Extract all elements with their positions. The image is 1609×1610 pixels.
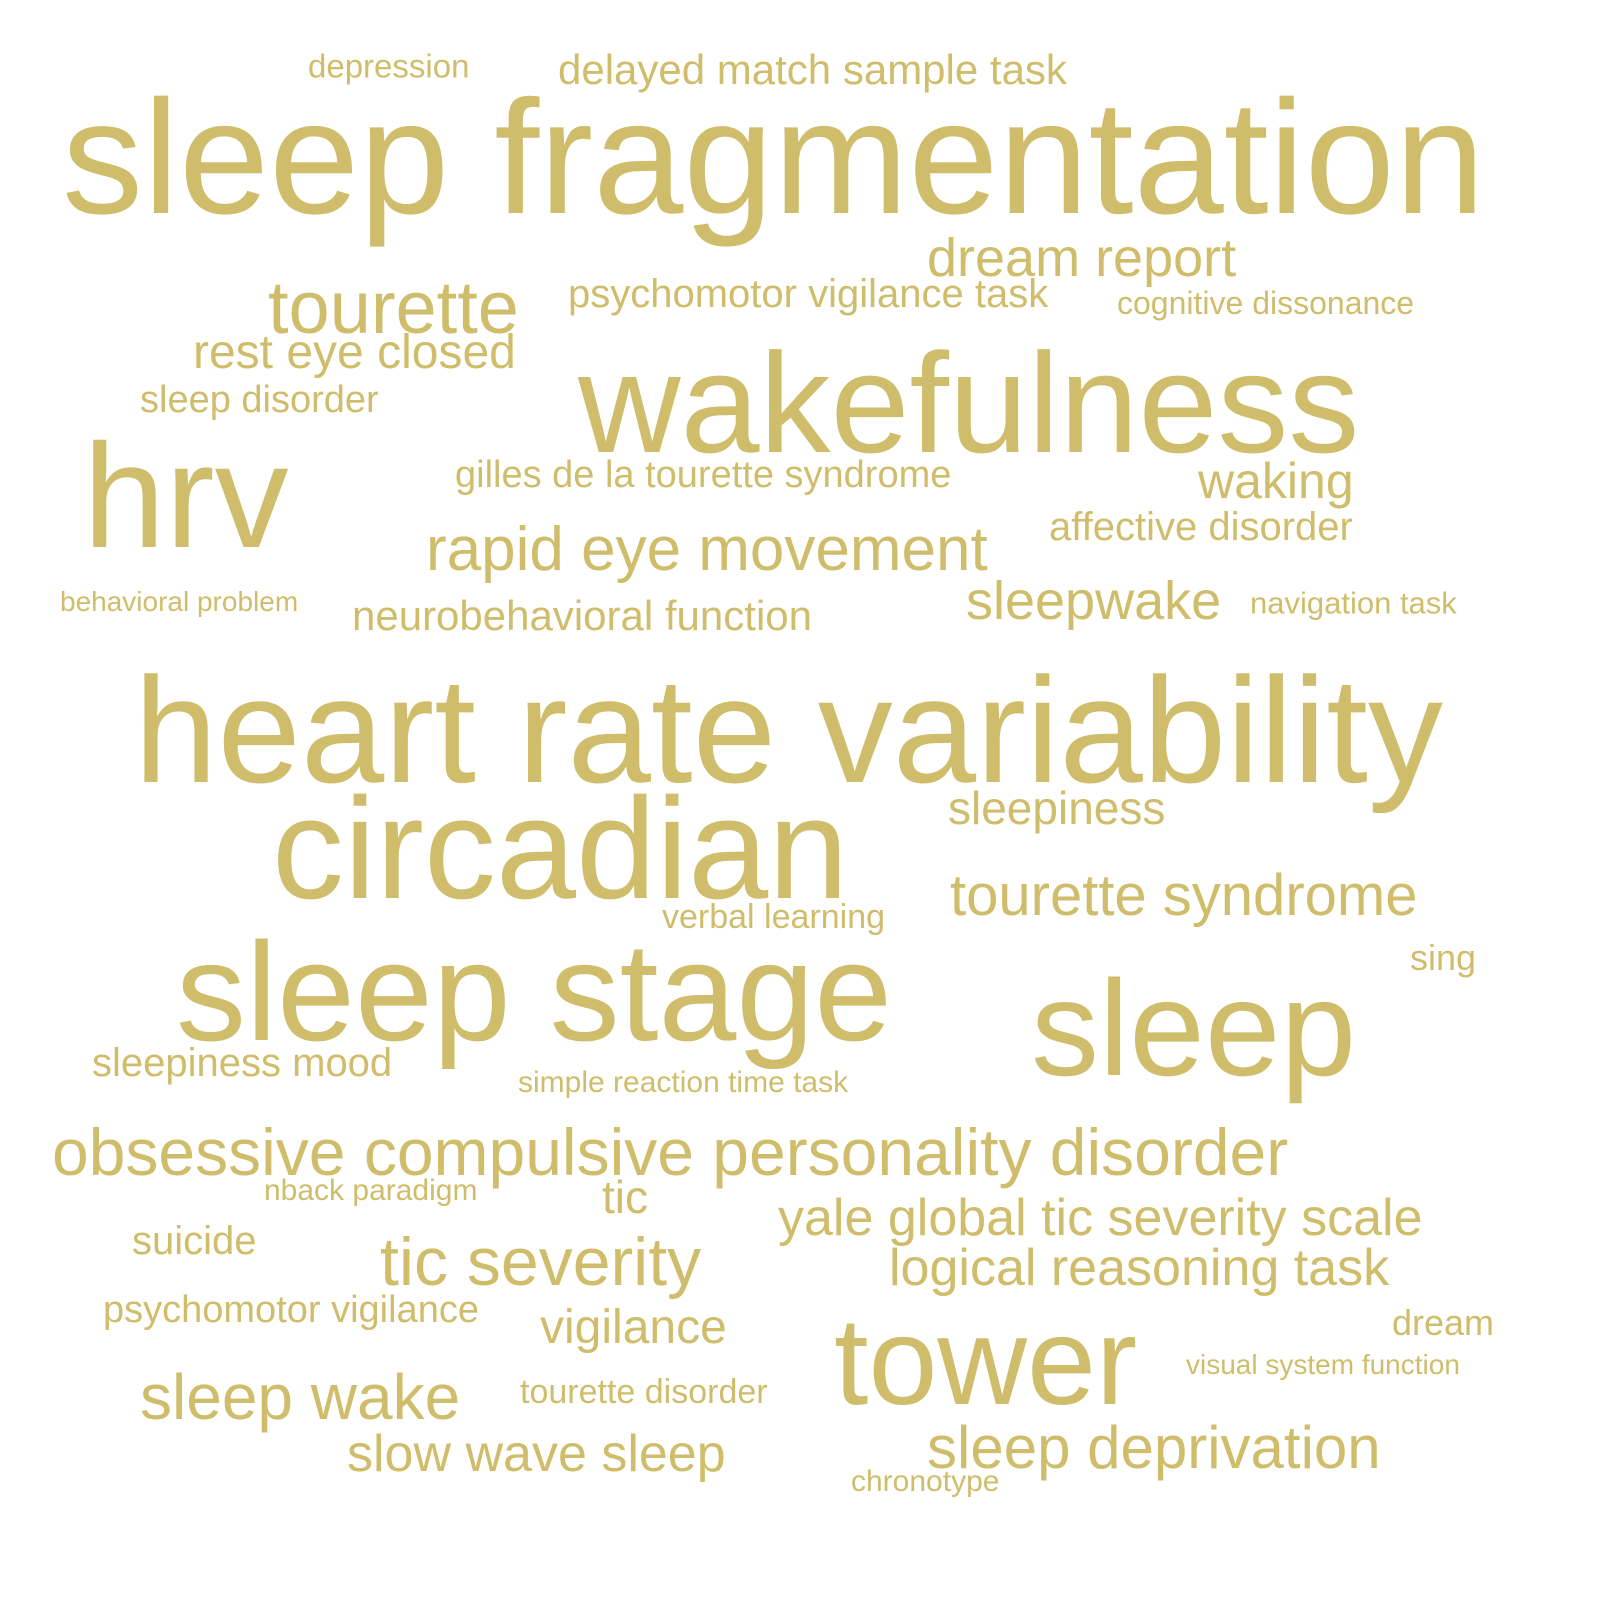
word-sleep-fragmentation: sleep fragmentation — [62, 67, 1485, 248]
word-rest-eye-closed: rest eye closed — [193, 326, 516, 379]
word-verbal-learning: verbal learning — [662, 898, 886, 936]
word-tourette-disorder: tourette disorder — [520, 1373, 768, 1411]
word-tic-severity: tic severity — [380, 1224, 702, 1300]
word-yale-global-tic-severity-scale: yale global tic severity scale — [778, 1189, 1423, 1247]
word-sleep: sleep — [1031, 952, 1357, 1104]
word-nback-paradigm: nback paradigm — [264, 1174, 478, 1207]
word-gilles-de-la-tourette-syndrome: gilles de la tourette syndrome — [455, 454, 952, 496]
word-depression: depression — [308, 47, 470, 85]
word-simple-reaction-time-task: simple reaction time task — [518, 1066, 849, 1099]
word-behavioral-problem: behavioral problem — [60, 586, 299, 617]
word-dream: dream — [1392, 1302, 1495, 1343]
word-vigilance: vigilance — [540, 1301, 727, 1354]
word-visual-system-function: visual system function — [1186, 1349, 1460, 1380]
word-sing: sing — [1410, 937, 1477, 978]
word-tourette: tourette — [268, 266, 519, 349]
word-sleep-deprivation: sleep deprivation — [927, 1414, 1381, 1481]
word-cognitive-dissonance: cognitive dissonance — [1117, 285, 1415, 321]
word-obsessive-compulsive-personality-disorder: obsessive compulsive personality disorde… — [52, 1115, 1289, 1189]
word-dream-report: dream report — [927, 228, 1237, 288]
word-psychomotor-vigilance: psychomotor vigilance — [103, 1289, 479, 1331]
word-tic: tic — [602, 1171, 648, 1223]
word-rapid-eye-movement: rapid eye movement — [426, 515, 988, 584]
word-navigation-task: navigation task — [1250, 585, 1457, 621]
word-chronotype: chronotype — [851, 1465, 1000, 1498]
word-sleepiness: sleepiness — [948, 782, 1166, 834]
word-tower: tower — [834, 1293, 1138, 1431]
word-hrv: hrv — [83, 414, 289, 579]
word-sleep-wake: sleep wake — [140, 1361, 461, 1433]
word-sleep-disorder: sleep disorder — [140, 379, 379, 421]
word-sleepiness-mood: sleepiness mood — [92, 1041, 393, 1085]
word-tourette-syndrome: tourette syndrome — [950, 863, 1418, 928]
word-waking: waking — [1198, 453, 1354, 509]
word-suicide: suicide — [132, 1219, 257, 1263]
word-logical-reasoning-task: logical reasoning task — [889, 1239, 1390, 1297]
word-slow-wave-sleep: slow wave sleep — [347, 1425, 726, 1483]
word-affective-disorder: affective disorder — [1049, 505, 1353, 549]
word-heart-rate-variability: heart rate variability — [134, 646, 1443, 814]
word-neurobehavioral-function: neurobehavioral function — [352, 592, 812, 639]
word-wakefulness: wakefulness — [578, 324, 1360, 483]
word-delayed-match-sample-task: delayed match sample task — [558, 46, 1067, 93]
word-psychomotor-vigilance-task: psychomotor vigilance task — [568, 272, 1049, 316]
word-sleep-stage: sleep stage — [176, 913, 893, 1070]
word-sleepwake: sleepwake — [966, 571, 1222, 631]
word-circadian: circadian — [272, 768, 849, 929]
